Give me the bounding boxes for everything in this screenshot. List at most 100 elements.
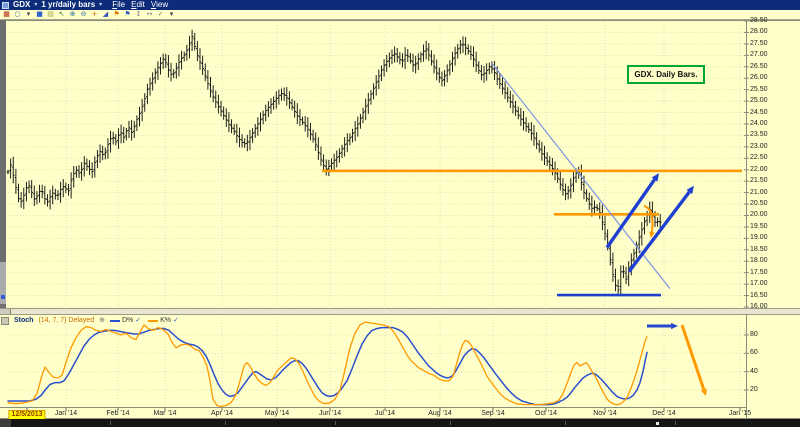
chart-text-annotation[interactable]: GDX. Daily Bars.	[627, 65, 705, 84]
bottom-scrollbar-box[interactable]	[0, 419, 11, 427]
downtrend-line[interactable]	[491, 62, 671, 290]
stoch-title: Stoch	[14, 317, 34, 324]
price-tick-label: 19.50	[750, 222, 768, 230]
left-scrollbar[interactable]	[0, 20, 6, 308]
window-icon[interactable]	[2, 1, 9, 9]
menu-view[interactable]: View	[150, 0, 169, 9]
date-tick-label: Aug '14	[428, 410, 452, 417]
date-tick-label: Jun '14	[318, 410, 342, 417]
date-tick-label: Jan '15	[728, 410, 752, 417]
menu-edit[interactable]: Edit	[131, 0, 145, 9]
price-tick-label: 27.50	[750, 39, 768, 47]
zoom-in-icon[interactable]: ⊕	[69, 10, 76, 18]
range-selector[interactable]: 1 yr/daily bars	[41, 0, 96, 9]
stoch-grip-icon[interactable]	[1, 316, 9, 325]
price-tick-label: 22.50	[750, 154, 768, 162]
price-tick-label: 16.50	[750, 291, 768, 299]
tools-dropdown-icon[interactable]: ▾	[169, 10, 174, 18]
stoch-legend: D% ✓ K% ✓	[109, 316, 179, 325]
pattern-tool-icon[interactable]: ▦	[3, 10, 10, 18]
stoch-legend-d: D% ✓	[109, 316, 142, 325]
date-tick-label: Feb '14	[106, 410, 130, 417]
stoch-series-d	[7, 326, 648, 406]
chart-style-icon[interactable]: ■	[36, 10, 43, 18]
date-tick-label: Mar '14	[153, 410, 177, 417]
grid-toggle-icon[interactable]: ▤	[47, 10, 54, 18]
bottom-strip-tick	[450, 421, 451, 425]
vertical-move-icon[interactable]: ↕	[135, 10, 142, 18]
draw-tool-icon[interactable]: ✓	[157, 10, 164, 18]
date-tick-label: Dec '14	[652, 410, 676, 417]
stoch-params: (14, 7, 7) Delayed	[38, 317, 95, 324]
bottom-strip-tick	[110, 421, 111, 425]
uptrend-arrow-1-head[interactable]	[651, 173, 659, 182]
date-tick-label: Jan '14	[54, 410, 78, 417]
symbol-dropdown-icon[interactable]: ▾	[34, 2, 38, 8]
stoch-flat-arrow-head[interactable]	[671, 322, 678, 330]
price-tick-label: 23.00	[750, 142, 768, 150]
legend-line-swatch	[109, 319, 120, 322]
zoom-tool-icon[interactable]: ○	[14, 10, 21, 18]
pullback-arrow[interactable]	[643, 205, 654, 235]
stoch-down-arrow-head[interactable]	[700, 388, 707, 396]
price-tick-label: 17.00	[750, 280, 768, 288]
trendline-tool-icon[interactable]: ◢	[102, 10, 109, 18]
bottom-strip-tick	[225, 421, 226, 425]
zoom-dropdown-icon[interactable]: ▾	[26, 10, 31, 18]
price-tick-label: 26.00	[750, 74, 768, 82]
price-tick-label: 28.50	[750, 17, 768, 24]
title-bar: GDX ▾ 1 yr/daily bars ▾ File Edit View	[0, 0, 800, 10]
stoch-tick-label: 40	[750, 367, 758, 375]
left-scrollbar-thumb[interactable]	[0, 262, 6, 304]
stoch-tick-label: 20	[750, 385, 758, 393]
flag-blue-icon[interactable]: ⚑	[124, 10, 131, 18]
symbol-label[interactable]: GDX	[13, 0, 31, 9]
splitter-grip[interactable]	[0, 309, 11, 314]
pointer-tool-icon[interactable]: ↖	[58, 10, 65, 18]
bottom-scrollbar[interactable]	[0, 419, 800, 427]
stoch-series-k	[7, 321, 648, 408]
price-tick-label: 18.00	[750, 257, 768, 265]
pullback-arrow-head[interactable]	[649, 231, 655, 238]
legend-line-swatch	[148, 319, 159, 322]
price-tick-label: 20.00	[750, 211, 768, 219]
zoom-out-icon[interactable]: ⊖	[80, 10, 87, 18]
price-tick-label: 21.50	[750, 177, 768, 185]
stoch-tick-label: 80	[750, 330, 758, 338]
price-tick-label: 22.00	[750, 165, 768, 173]
stoch-tick-label: 60	[750, 349, 758, 357]
flag-orange-icon[interactable]: ⚑	[113, 10, 120, 18]
price-tick-label: 25.50	[750, 85, 768, 93]
crosshair-tool-icon[interactable]: +	[91, 10, 98, 18]
price-tick-label: 16.00	[750, 303, 768, 310]
stoch-settings-icon[interactable]: ⊕	[99, 317, 105, 324]
range-dropdown-icon[interactable]: ▾	[99, 2, 103, 8]
uptrend-arrow-2[interactable]	[627, 190, 691, 273]
price-tick-label: 21.00	[750, 188, 768, 196]
price-tick-label: 18.50	[750, 245, 768, 253]
price-tick-label: 23.50	[750, 131, 768, 139]
date-tick-label: Apr '14	[211, 410, 233, 417]
bottom-scrollbar-marker	[656, 422, 659, 425]
price-bars	[6, 29, 662, 297]
date-tick-label: Nov '14	[593, 410, 617, 417]
uptrend-arrow-1[interactable]	[605, 178, 656, 249]
stoch-down-arrow[interactable]	[680, 324, 706, 390]
stoch-legend-k: K% ✓	[148, 316, 179, 325]
menu-file[interactable]: File	[112, 0, 126, 9]
main-toolbar: ▦ ○ ▾ ■ ▤ ↖ ⊕ ⊖ + ◢ ⚑ ⚑ ↕ ↔ ✓ ▾	[0, 10, 800, 20]
price-tick-label: 26.50	[750, 62, 768, 70]
bottom-strip-tick	[565, 421, 566, 425]
legend-checkbox[interactable]: ✓	[173, 317, 179, 324]
horizontal-move-icon[interactable]: ↔	[146, 10, 153, 18]
legend-checkbox[interactable]: ✓	[135, 317, 142, 324]
price-tick-label: 28.00	[750, 28, 768, 36]
menu-bar: File Edit View	[106, 0, 168, 10]
price-tick-label: 17.50	[750, 268, 768, 276]
legend-label: D%	[121, 317, 134, 324]
uptrend-arrow-2-head[interactable]	[686, 185, 694, 195]
stoch-header: Stoch (14, 7, 7) Delayed ⊕ D% ✓ K% ✓	[1, 316, 179, 325]
panel-splitter[interactable]	[0, 308, 800, 315]
